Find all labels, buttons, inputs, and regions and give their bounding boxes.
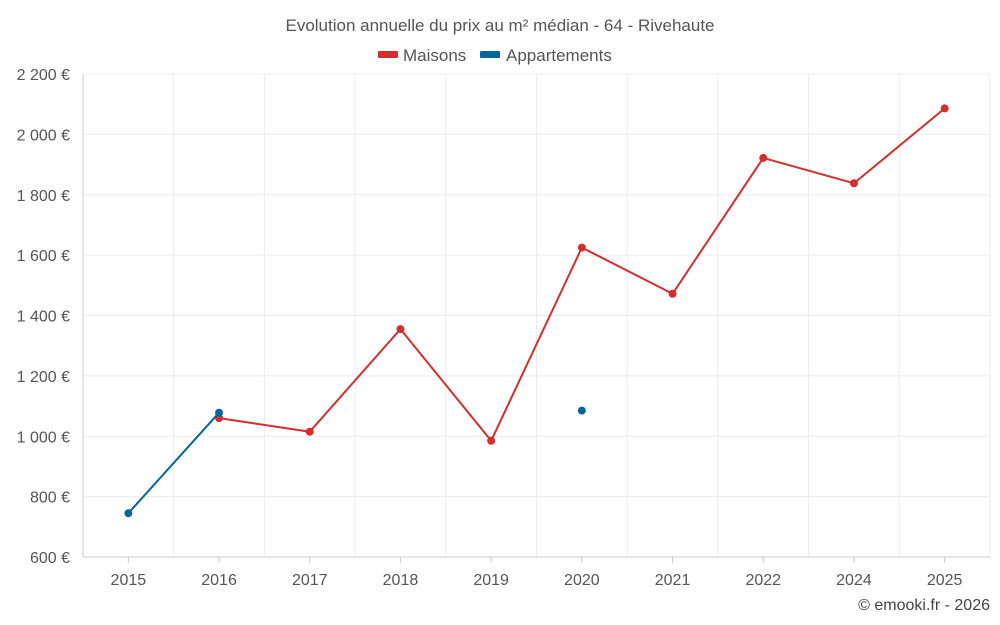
- data-point-maisons-2018[interactable]: [396, 325, 405, 334]
- data-point-maisons-2019[interactable]: [487, 436, 496, 445]
- grid: [82, 73, 991, 557]
- y-tick-label: 800 €: [30, 490, 70, 507]
- data-point-maisons-2025[interactable]: [940, 104, 949, 113]
- legend-item-maisons[interactable]: Maisons: [378, 46, 466, 65]
- legend-label-appartements: Appartements: [506, 46, 612, 65]
- x-tick-label: 2022: [745, 572, 781, 589]
- axes: 600 € 800 € 1 000 € 1 200 € 1 400 € 1 600 € 1 …: [17, 67, 990, 589]
- legend-swatch-appartements: [480, 51, 500, 58]
- y-tick-label: 600 €: [30, 550, 70, 567]
- y-tick-label: 1 600 €: [17, 248, 70, 265]
- legend: Maisons Appartements: [378, 46, 612, 65]
- y-tick-label: 2 000 €: [17, 127, 70, 144]
- series-maisons: [215, 104, 949, 445]
- legend-swatch-maisons: [378, 51, 398, 58]
- x-tick-label: 2020: [564, 572, 600, 589]
- chart-title: Evolution annuelle du prix au m² médian …: [285, 16, 714, 35]
- y-tick-label: 1 000 €: [17, 429, 70, 446]
- data-point-maisons-2024[interactable]: [849, 179, 858, 188]
- series-line-maisons: [218, 107, 946, 442]
- x-tick-label: 2017: [292, 572, 328, 589]
- y-tick-label: 1 400 €: [17, 309, 70, 326]
- series: [124, 104, 949, 518]
- data-point-maisons-2017[interactable]: [305, 427, 314, 436]
- y-tick-label: 1 800 €: [17, 188, 70, 205]
- series-line-appartements: [127, 412, 220, 514]
- legend-label-maisons: Maisons: [403, 46, 466, 65]
- data-point-appartements-2016[interactable]: [215, 408, 224, 417]
- y-tick-label: 2 200 €: [17, 67, 70, 84]
- data-point-maisons-2022[interactable]: [759, 153, 768, 162]
- series-appartements: [124, 406, 586, 518]
- credit-text: © emooki.fr - 2026: [858, 597, 990, 614]
- data-point-appartements-2020[interactable]: [577, 406, 586, 415]
- y-tick-label: 1 200 €: [17, 369, 70, 386]
- x-tick-label: 2024: [836, 572, 872, 589]
- x-tick-label: 2025: [927, 572, 963, 589]
- x-tick-label: 2021: [655, 572, 691, 589]
- data-point-maisons-2021[interactable]: [668, 289, 677, 298]
- data-point-appartements-2015[interactable]: [124, 509, 133, 518]
- x-tick-label: 2019: [473, 572, 509, 589]
- x-tick-label: 2016: [201, 572, 237, 589]
- x-tick-label: 2015: [111, 572, 147, 589]
- x-tick-label: 2018: [383, 572, 419, 589]
- data-point-maisons-2020[interactable]: [577, 243, 586, 252]
- legend-item-appartements[interactable]: Appartements: [480, 46, 612, 65]
